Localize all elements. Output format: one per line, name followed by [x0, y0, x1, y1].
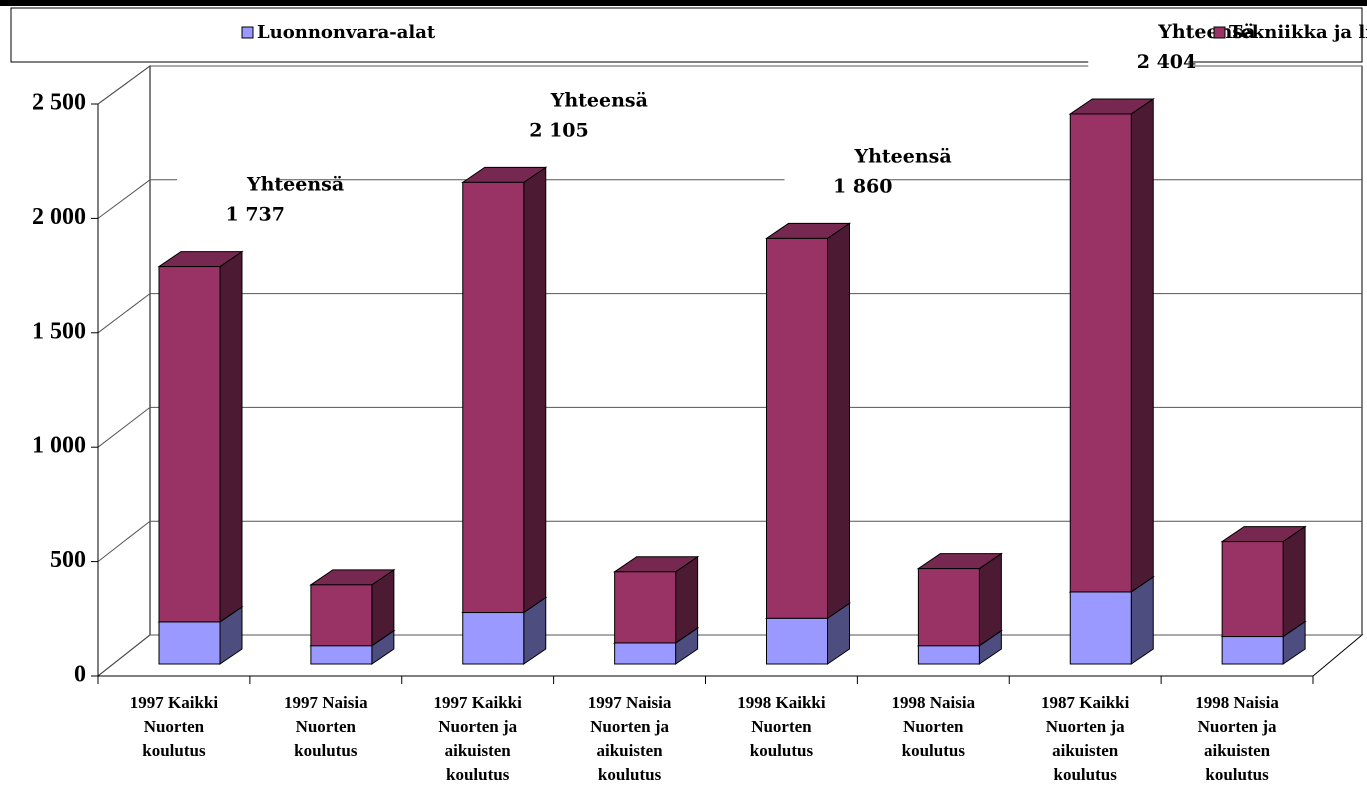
annotation-bg	[1088, 18, 1189, 85]
annotation: 2 404	[1137, 51, 1197, 73]
x-tick-label-line: Nuorten ja	[438, 717, 517, 736]
y-tick-label: 1 000	[32, 433, 86, 459]
annotation: 2 105	[529, 119, 589, 141]
bar-front	[614, 642, 677, 665]
x-tick-label-line: koulutus	[1054, 765, 1118, 784]
y-tick-label: 500	[50, 547, 86, 573]
annotation-bg	[480, 87, 581, 154]
x-tick-label-line: aikuisten	[445, 741, 512, 760]
x-tick-label-line: 1998 Naisia	[1195, 693, 1279, 712]
bar	[157, 250, 244, 623]
x-tick-label-line: koulutus	[446, 765, 510, 784]
bar	[461, 166, 548, 614]
y-tick-label: 2 500	[32, 90, 86, 116]
legend-swatch	[241, 26, 254, 39]
y-tick-label: 2 000	[32, 204, 86, 230]
x-tick-label-line: 1997 Naisia	[284, 693, 368, 712]
legend-label: Tekniikka ja liikenne	[1229, 22, 1367, 43]
bar	[764, 222, 852, 620]
bar-front	[1221, 541, 1284, 638]
x-tick-label-line: Nuorten	[751, 717, 812, 736]
x-tick-label-line: Nuorten	[296, 717, 357, 736]
legend-swatch	[1213, 26, 1226, 39]
bar-side	[1130, 98, 1154, 593]
x-tick-label-line: 1987 Kaikki	[1041, 693, 1130, 712]
x-tick-label-line: koulutus	[598, 765, 662, 784]
x-tick-label-line: 1997 Kaikki	[130, 693, 219, 712]
bar-front	[766, 617, 828, 665]
bar-front	[158, 266, 221, 623]
bar	[916, 552, 1003, 647]
annotation-bg	[177, 171, 277, 238]
back-wall	[149, 65, 1363, 636]
x-tick-label-line: Nuorten	[144, 717, 205, 736]
bar-front	[310, 645, 373, 665]
x-tick-label: 1997 Naisia Nuorten ja aikuisten koulutus	[588, 693, 672, 784]
annotation: 1 737	[226, 204, 286, 226]
x-tick-label-line: 1998 Kaikki	[737, 693, 826, 712]
annotation: 1 860	[833, 175, 893, 197]
bar-side	[1282, 525, 1306, 638]
bar-front	[1221, 636, 1284, 665]
annotation-bg	[784, 143, 885, 210]
bar	[309, 568, 396, 647]
grid-line	[97, 520, 1362, 562]
bar-front	[917, 568, 980, 647]
x-tick-label: 1998 Kaikki Nuorten koulutus	[737, 693, 826, 760]
bar-front	[614, 571, 677, 644]
bar-front	[1069, 591, 1132, 665]
bar-side	[219, 250, 243, 623]
annotation: Yhteensä	[246, 174, 344, 196]
x-tick-label: 1987 Kaikki Nuorten ja aikuisten koulutus	[1041, 693, 1130, 784]
x-tick-label-line: Nuorten	[903, 717, 964, 736]
x-tick-label-line: 1998 Naisia	[892, 693, 976, 712]
x-tick-label-line: 1997 Kaikki	[434, 693, 523, 712]
bar	[1220, 525, 1307, 638]
x-tick-label: 1998 Naisia Nuorten ja aikuisten koulutus	[1195, 693, 1279, 784]
x-tick-label-line: aikuisten	[1204, 741, 1271, 760]
bar-side	[827, 222, 850, 620]
bar-front	[462, 181, 525, 614]
y-tick-label: 0	[74, 662, 86, 688]
x-tick-label-line: 1997 Naisia	[588, 693, 672, 712]
x-tick-label: 1997 Kaikki Nuorten ja aikuisten koulutus	[434, 693, 523, 784]
x-tick-label: 1997 Kaikki Nuorten koulutus	[130, 693, 219, 760]
x-tick-label-line: Nuorten ja	[1198, 717, 1277, 736]
grid-line	[97, 65, 1362, 105]
x-tick-label-line: koulutus	[294, 741, 358, 760]
bar-front	[766, 237, 828, 619]
grid-line	[97, 179, 1362, 219]
annotation: Yhteensä	[550, 89, 648, 111]
grid-line	[97, 406, 1362, 448]
x-tick-label-line: aikuisten	[1052, 741, 1119, 760]
x-tick-label-line: koulutus	[142, 741, 206, 760]
x-tick-label-line: koulutus	[1205, 765, 1269, 784]
floor	[96, 634, 1364, 677]
bar-front	[158, 621, 221, 665]
side-wall	[97, 65, 151, 678]
grid-line	[97, 293, 1362, 334]
bar-front	[462, 612, 525, 665]
x-tick-label: 1997 Naisia Nuorten koulutus	[284, 693, 368, 760]
bar-front	[1069, 113, 1132, 593]
x-tick-label-line: aikuisten	[596, 741, 663, 760]
y-tick-label: 1 500	[32, 318, 86, 344]
x-tick-label-line: Nuorten ja	[1046, 717, 1125, 736]
bar	[1068, 98, 1155, 593]
bar-side	[978, 552, 1002, 647]
x-tick-label-line: koulutus	[750, 741, 814, 760]
bar	[613, 555, 700, 644]
top-border	[0, 0, 1367, 6]
bar-front	[917, 645, 980, 665]
x-tick-label-line: koulutus	[902, 741, 966, 760]
legend-label: Luonnonvara-alat	[257, 22, 436, 43]
x-tick-label-line: Nuorten ja	[590, 717, 669, 736]
bar-side	[523, 166, 547, 614]
x-tick-label: 1998 Naisia Nuorten koulutus	[892, 693, 976, 760]
annotation: Yhteensä	[854, 145, 952, 167]
bar-front	[310, 584, 373, 647]
annotation: Yhteensä	[1157, 21, 1255, 43]
